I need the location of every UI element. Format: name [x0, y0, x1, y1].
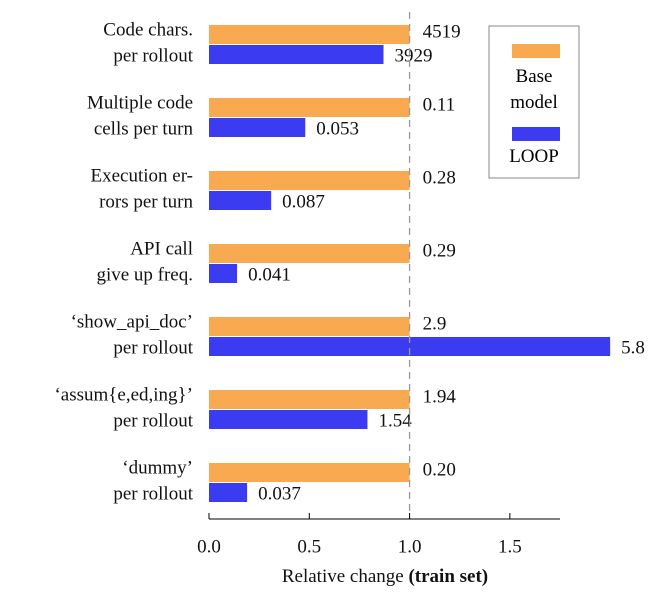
bar — [209, 390, 410, 409]
bar — [209, 337, 611, 356]
bar-label: 0.053 — [316, 118, 359, 139]
bar-label: 0.11 — [423, 94, 456, 115]
x-label-text: Relative change — [282, 566, 404, 587]
bar — [209, 410, 368, 429]
bar — [209, 45, 384, 64]
x-tick-label: 0.5 — [297, 536, 321, 557]
bar-label: 1.94 — [423, 386, 457, 407]
bar — [209, 191, 272, 210]
bar-label: 1.54 — [378, 410, 412, 431]
x-axis-label: Relative change (train set) — [282, 566, 488, 587]
bar — [209, 463, 410, 482]
x-tick-label: 1.5 — [498, 536, 522, 557]
x-label-bold: (train set) — [408, 566, 488, 587]
bar-label: 0.087 — [282, 191, 325, 212]
bar — [209, 483, 248, 502]
y-tick-label: Execution er- — [91, 165, 194, 186]
bar-label: 4519 — [423, 21, 461, 42]
bar-label: 0.28 — [423, 167, 456, 188]
y-tick-label: API call — [130, 238, 193, 259]
y-tick-label: per rollout — [113, 483, 193, 504]
x-tick-label: 0.0 — [197, 536, 221, 557]
y-tick-label: Multiple code — [87, 92, 193, 113]
legend-label: Base model — [510, 66, 558, 113]
x-tick-label: 1.0 — [398, 536, 422, 557]
y-tick-label: give up freq. — [96, 264, 193, 285]
bar-label: 0.041 — [248, 264, 291, 285]
bar-label: 0.29 — [423, 240, 456, 261]
y-tick-label: ‘dummy’ — [122, 457, 193, 478]
y-tick-label: cells per turn — [94, 118, 194, 139]
bar — [209, 98, 410, 117]
y-tick-label: rors per turn — [99, 191, 193, 212]
y-tick-label: ‘show_api_doc’ — [71, 311, 193, 332]
legend-item: Base model — [510, 66, 558, 113]
bar — [209, 171, 410, 190]
y-tick-label: per rollout — [113, 410, 193, 431]
bar-label: 0.20 — [423, 459, 456, 480]
y-tick-label: per rollout — [113, 45, 193, 66]
bar — [209, 25, 410, 44]
legend-item: LOOP — [509, 146, 559, 167]
bar-label: 0.037 — [258, 483, 301, 504]
y-tick-label: per rollout — [113, 337, 193, 358]
bar — [209, 118, 306, 137]
y-tick-label: Code chars. — [103, 19, 193, 40]
bar — [209, 264, 238, 283]
bar-label: 3929 — [394, 45, 432, 66]
y-tick-label: ‘assum{e,ed,ing}’ — [54, 384, 193, 405]
legend-swatch — [512, 127, 560, 141]
bar — [209, 244, 410, 263]
bar-label: 2.9 — [423, 313, 447, 334]
bar-label: 5.8 — [621, 337, 645, 358]
legend-label: LOOP — [509, 146, 559, 167]
bar — [209, 317, 410, 336]
legend-swatch — [512, 44, 560, 58]
